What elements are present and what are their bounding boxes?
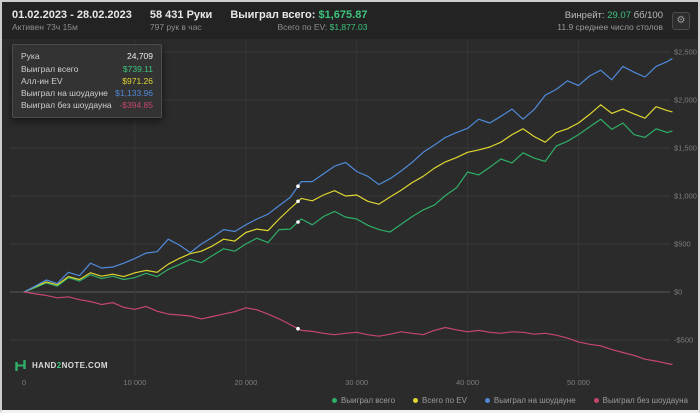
- series-line-won-nonshowdown: [23, 291, 673, 365]
- y-axis-tick-label: $2,000: [674, 96, 697, 105]
- hover-marker-total-ev: [296, 199, 300, 204]
- tooltip-row-value: $971.26: [122, 76, 153, 86]
- gear-icon[interactable]: [672, 11, 690, 30]
- tooltip-row-label: Алл-ин EV: [21, 76, 63, 86]
- x-axis-tick-label: 30 000: [345, 378, 368, 387]
- won-total-label: Выиграл всего:: [230, 9, 316, 21]
- legend-swatch-won-showdown: [484, 398, 490, 403]
- winrate-label: Винрейт:: [564, 10, 605, 21]
- tooltip-row-value: 24,709: [127, 51, 153, 61]
- winrate-group: Винрейт: 29.07 бб/100 11.9 среднее число…: [557, 9, 663, 32]
- date-range-group: 01.02.2023 - 28.02.2023 Активен 73ч 15м: [12, 9, 132, 32]
- legend-item-total-ev[interactable]: Всего по EV: [413, 396, 467, 405]
- hand2note-logo: HAND2NOTE.COM: [14, 359, 108, 372]
- legend-label: Выиграл на шоудауне: [493, 396, 576, 405]
- tooltip-row: Рука 24,709: [21, 50, 153, 62]
- hands-group: 58 431 Руки 797 рук в час: [150, 9, 212, 32]
- series-line-won-showdown: [23, 58, 673, 293]
- hover-marker-total-won: [296, 220, 300, 224]
- chart-legend: Выиграл всего Всего по EV Выиграл на шоуда…: [331, 396, 688, 405]
- legend-item-won-showdown[interactable]: Выиграл на шоудауне: [484, 396, 576, 405]
- hands-count: 58 431 Руки: [149, 9, 213, 21]
- x-axis-tick-label: 10 000: [123, 378, 146, 387]
- y-axis-tick-label: $2,500: [674, 48, 697, 57]
- chart-tooltip: Рука 24,709 Выиграл всего $739.11 Алл-ин EV $…: [12, 44, 162, 118]
- logo-text-pre: HAND: [32, 361, 57, 370]
- x-axis-tick-label: 0: [22, 378, 26, 387]
- tooltip-row-label: Выиграл без шоудауна: [21, 100, 112, 110]
- legend-item-won-nonshowdown[interactable]: Выиграл без шоудауна: [593, 396, 688, 405]
- header-bar: 01.02.2023 - 28.02.2023 Активен 73ч 15м …: [2, 2, 698, 39]
- x-axis-tick-label: 50 000: [567, 378, 590, 387]
- date-range: 01.02.2023 - 28.02.2023: [12, 9, 132, 21]
- y-axis-tick-label: $500: [674, 240, 691, 249]
- tooltip-row: Алл-ин EV $971.26: [21, 75, 153, 87]
- y-axis-tick-label: $1,000: [674, 192, 697, 201]
- logo-text-num: 2: [56, 361, 62, 370]
- legend-item-total-won[interactable]: Выиграл всего: [331, 396, 396, 405]
- avg-tables: 11.9 среднее число столов: [557, 22, 663, 32]
- legend-swatch-total-ev: [413, 398, 419, 403]
- winnings-group: Выиграл всего: $1,675.87 Всего по EV: $1…: [230, 9, 367, 32]
- legend-label: Выиграл без шоудауна: [602, 396, 688, 405]
- tooltip-row-label: Рука: [21, 51, 40, 61]
- tooltip-row-value: $739.11: [122, 64, 153, 74]
- tooltip-row-value: $1,133.96: [115, 88, 153, 98]
- legend-swatch-won-nonshowdown: [593, 398, 599, 403]
- ev-total-value: $1,877.03: [329, 22, 368, 32]
- tooltip-row-value: -$394.85: [119, 100, 153, 110]
- hand2note-logo-icon: [15, 360, 26, 371]
- series-line-total-ev: [23, 104, 673, 293]
- logo-text-post: NOTE.COM: [61, 361, 108, 370]
- hover-marker-won-nonshowdown: [296, 326, 300, 331]
- x-axis-tick-label: 40 000: [456, 378, 479, 387]
- tooltip-row-label: Выиграл на шоудауне: [21, 88, 108, 98]
- x-axis-tick-label: 20 000: [234, 378, 257, 387]
- legend-swatch-total-won: [331, 398, 337, 403]
- y-axis-tick-label: $1,500: [674, 144, 697, 153]
- winrate-value: 29.07: [607, 10, 631, 21]
- tooltip-row: Выиграл без шоудауна -$394.85: [21, 99, 153, 111]
- y-axis-tick-label: $0: [674, 288, 682, 297]
- tooltip-row-label: Выиграл всего: [21, 64, 79, 74]
- legend-label: Всего по EV: [422, 396, 467, 405]
- legend-label: Выиграл всего: [340, 396, 396, 405]
- won-total-value: $1,675.87: [318, 9, 368, 21]
- ev-total-label: Всего по EV:: [277, 22, 328, 32]
- tooltip-row: Выиграл всего $739.11: [21, 63, 153, 75]
- winrate-unit: бб/100: [633, 10, 663, 21]
- active-time: Активен 73ч 15м: [12, 22, 78, 32]
- series-line-total-won: [23, 118, 673, 293]
- tooltip-row: Выиграл на шоудауне $1,133.96: [21, 87, 153, 99]
- y-axis-tick-label: -$500: [674, 336, 693, 345]
- hover-marker-won-showdown: [296, 184, 300, 188]
- hands-per-hour: 797 рук в час: [149, 22, 202, 32]
